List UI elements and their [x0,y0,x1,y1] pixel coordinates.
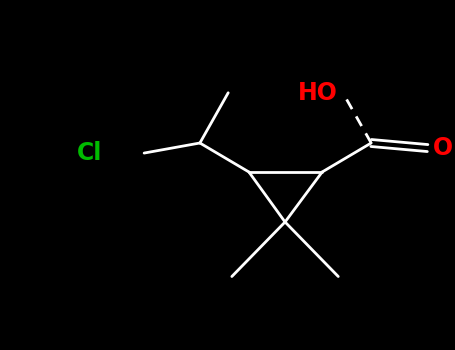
Text: O: O [432,136,453,160]
Text: Cl: Cl [77,141,102,165]
Text: HO: HO [298,81,338,105]
